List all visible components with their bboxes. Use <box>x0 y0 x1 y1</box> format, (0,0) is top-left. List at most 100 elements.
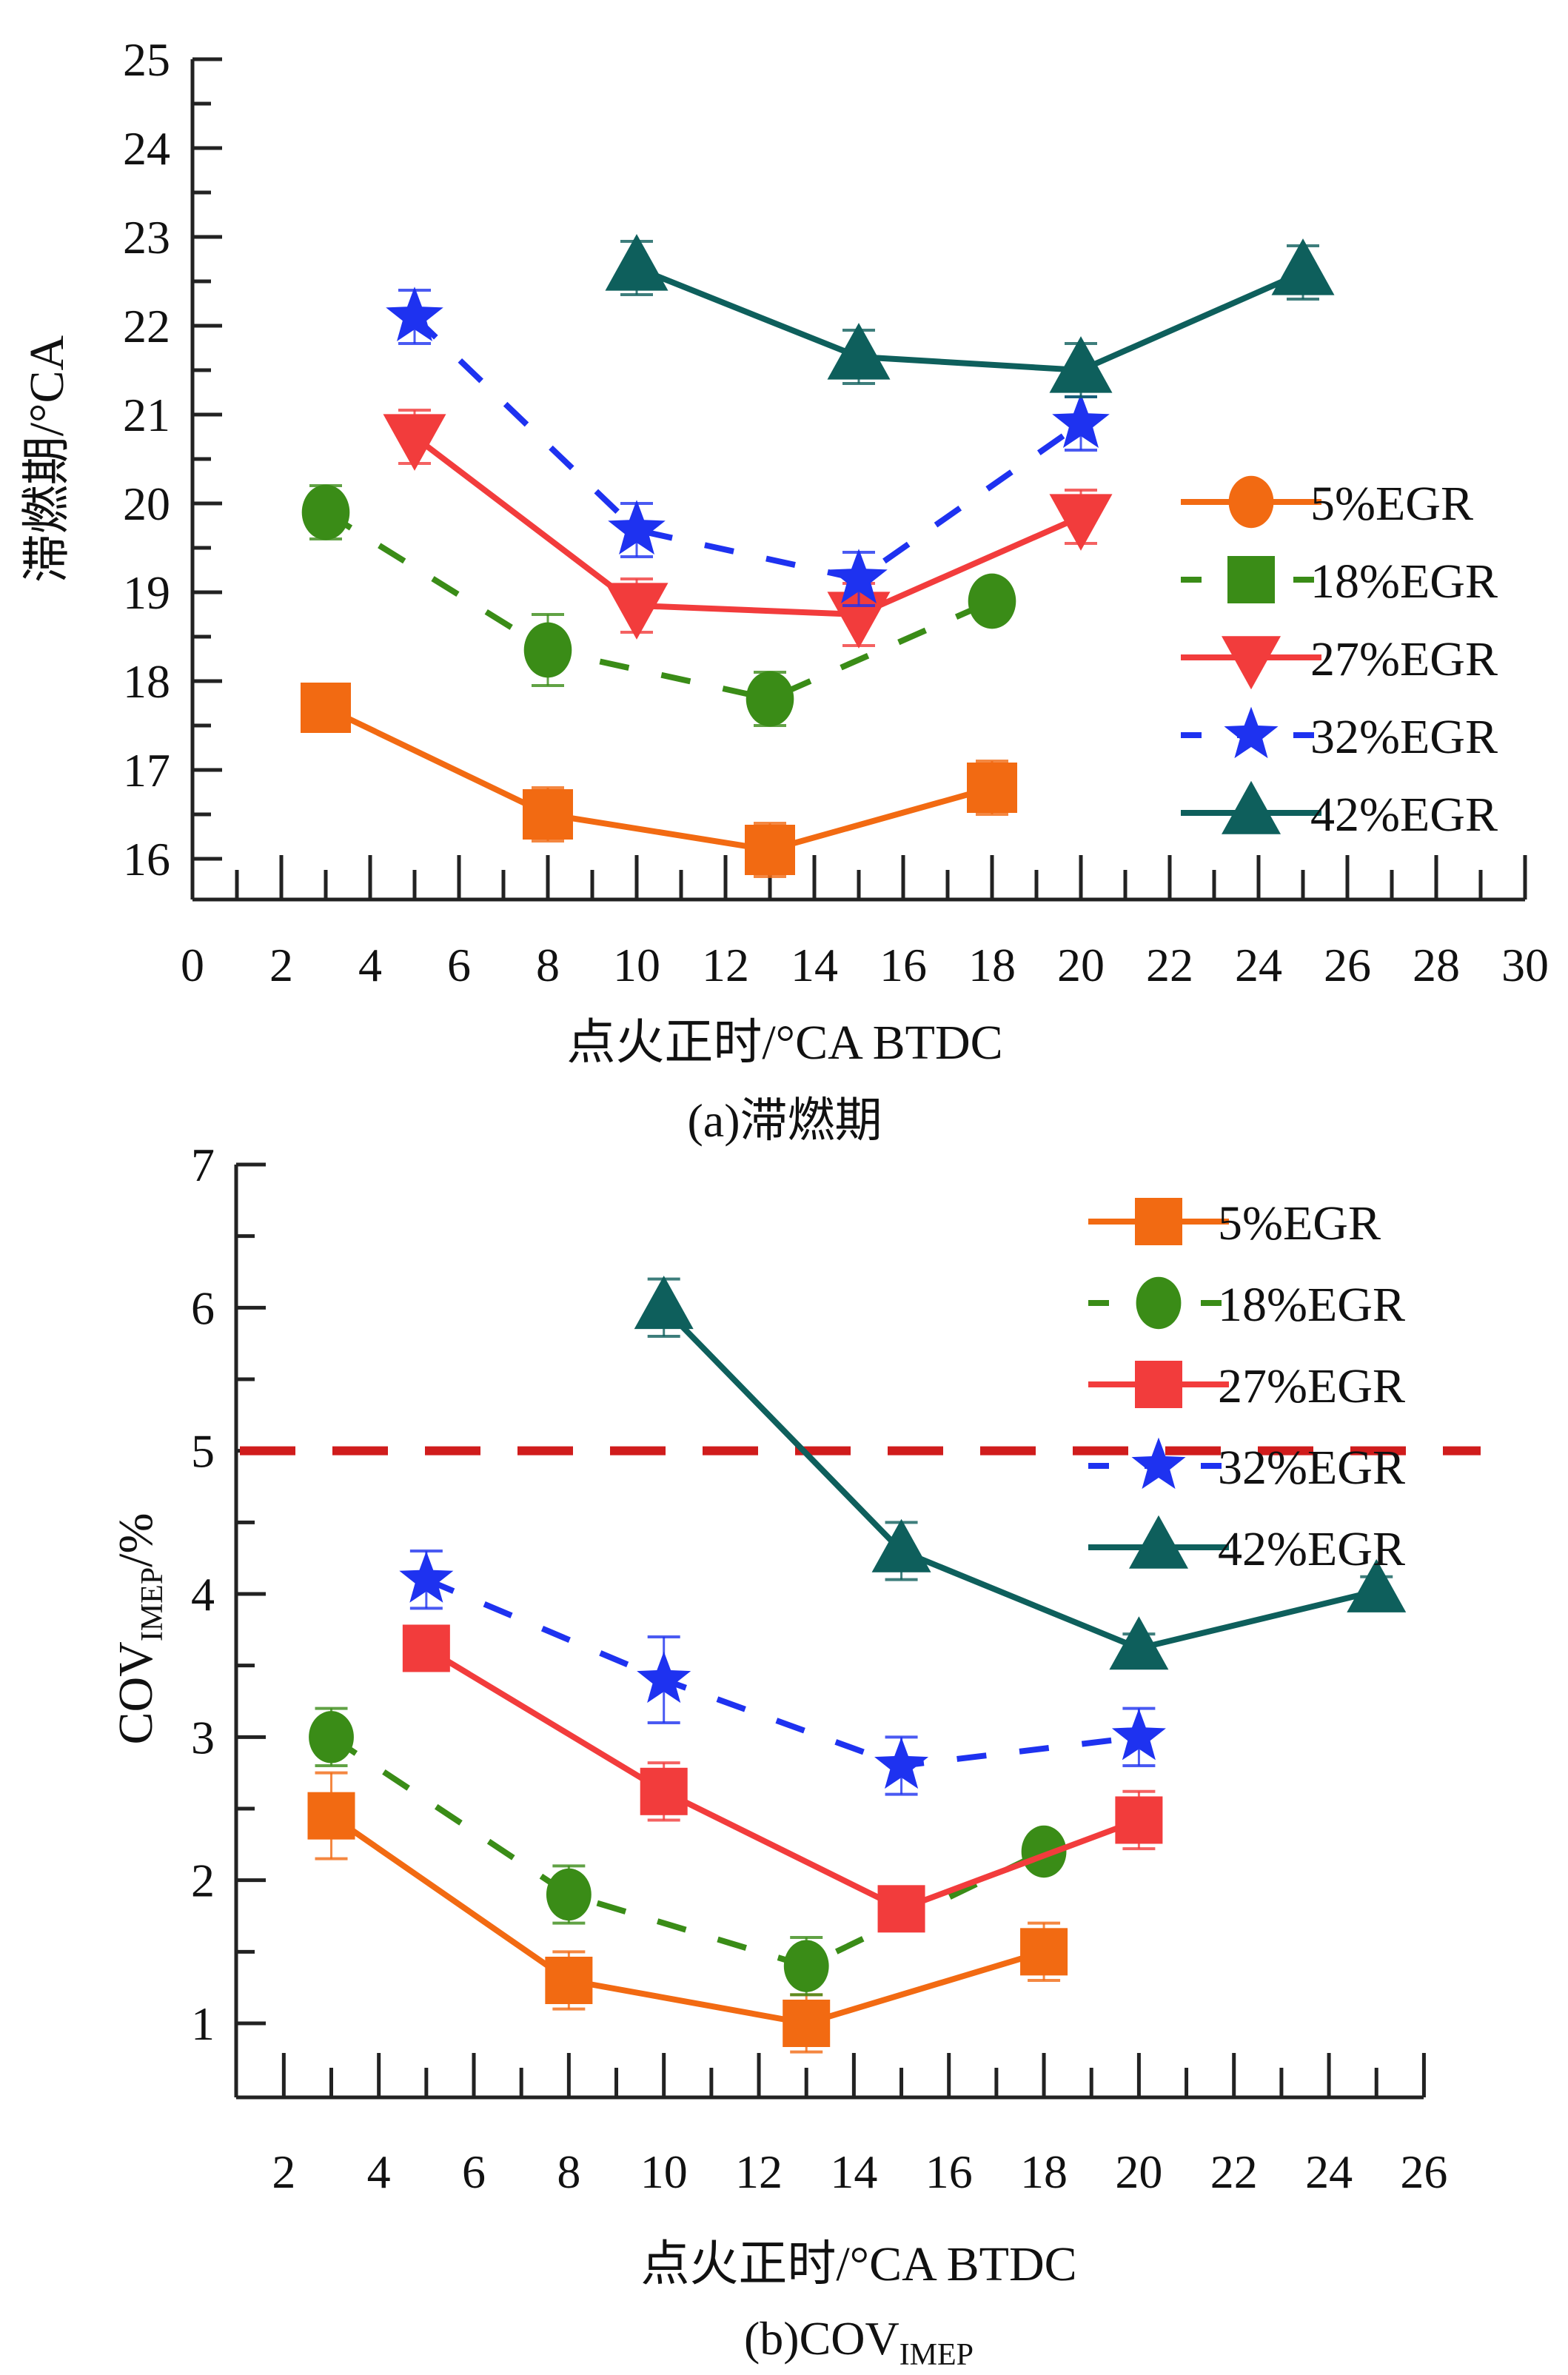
legend-label: 32%EGR <box>1218 1441 1405 1495</box>
x-tick-label: 14 <box>830 2145 877 2198</box>
x-axis-title: 点火正时/°CA BTDC <box>640 2237 1076 2291</box>
x-tick-label: 10 <box>613 939 660 991</box>
legend-item: 42%EGR <box>1181 780 1498 842</box>
marker-triangle-up <box>1109 1616 1169 1670</box>
y-tick-label: 7 <box>191 1139 215 1191</box>
marker-square <box>523 789 573 840</box>
legend-label: 32%EGR <box>1310 710 1498 764</box>
legend-item: 5%EGR <box>1181 475 1473 531</box>
marker-star <box>386 287 443 342</box>
marker-square <box>967 763 1017 813</box>
y-tick-label: 22 <box>123 300 170 352</box>
legend-label: 5%EGR <box>1310 477 1473 531</box>
x-tick-label: 8 <box>557 2145 580 2198</box>
legend-item: 18%EGR <box>1181 555 1498 609</box>
marker-triangle-up <box>1271 238 1335 295</box>
caption-sub: IMEP <box>899 2338 974 2372</box>
legend-item: 27%EGR <box>1181 632 1498 690</box>
legend-label: 27%EGR <box>1218 1359 1405 1413</box>
marker-triangle-down <box>1222 636 1281 690</box>
marker-triangle-up <box>871 1518 931 1572</box>
y-tick-label: 20 <box>123 478 170 530</box>
series-27pctegr <box>402 1624 1163 1933</box>
series-5pctegr <box>301 683 1017 878</box>
y-tick-label: 1 <box>191 1997 215 2050</box>
marker-square <box>1020 1928 1068 1976</box>
marker-circle <box>1021 1825 1067 1878</box>
y-axis-title: COVIMEP/% <box>109 1513 170 1744</box>
x-tick-label: 14 <box>791 939 838 991</box>
marker-star <box>830 549 888 604</box>
series-18pctegr <box>301 484 1016 727</box>
y-tick-label: 4 <box>191 1568 215 1621</box>
axes <box>190 57 1527 902</box>
y-tick-label: 5 <box>191 1425 215 1478</box>
legend-label: 42%EGR <box>1310 788 1498 842</box>
series-line <box>424 1646 1140 1912</box>
legend-label: 27%EGR <box>1310 632 1498 686</box>
marker-square <box>640 1767 688 1815</box>
marker-circle <box>746 671 794 727</box>
series-line <box>635 265 1304 374</box>
marker-circle <box>1228 475 1274 529</box>
legend-label: 18%EGR <box>1310 555 1498 609</box>
marker-square <box>1135 1361 1182 1408</box>
marker-circle <box>309 1711 354 1763</box>
marker-star <box>637 1651 691 1704</box>
series-18pctegr <box>309 1706 1067 1997</box>
marker-circle <box>783 1940 829 1992</box>
x-tick-label: 26 <box>1324 939 1371 991</box>
x-tick-label: 6 <box>462 2145 486 2198</box>
x-tick-label: 18 <box>1020 2145 1068 2198</box>
legend: 5%EGR 18%EGR 27%EGR 32%EGR 42%EGR <box>1181 475 1498 842</box>
marker-triangle-down <box>605 583 669 640</box>
legend-label: 42%EGR <box>1218 1522 1405 1576</box>
x-tick-label: 22 <box>1146 939 1193 991</box>
x-tick-label: 26 <box>1400 2145 1447 2198</box>
x-tick-label: 4 <box>358 939 382 991</box>
series-line <box>412 434 1082 618</box>
y-axis-title-sub: IMEP <box>135 1567 170 1641</box>
marker-square <box>1135 1198 1182 1245</box>
x-tick-label: 24 <box>1305 2145 1353 2198</box>
legend-item: 18%EGR <box>1088 1276 1405 1332</box>
y-tick-label: 3 <box>191 1711 215 1763</box>
legend: 5%EGR 18%EGR 27%EGR 32%EGR 42%EGR <box>1088 1196 1405 1576</box>
marker-square <box>402 1624 450 1672</box>
marker-triangle-up <box>1129 1515 1188 1569</box>
x-tick-label: 28 <box>1413 939 1460 991</box>
marker-star <box>608 500 666 555</box>
marker-triangle-up <box>634 1276 694 1330</box>
x-tick-label: 12 <box>735 2145 783 2198</box>
y-tick-label: 24 <box>123 122 170 175</box>
x-tick-label: 18 <box>968 939 1016 991</box>
x-tick-label: 0 <box>181 939 204 991</box>
marker-triangle-down <box>1049 494 1113 551</box>
marker-star <box>399 1551 454 1603</box>
series-group <box>307 1276 1407 2054</box>
marker-square <box>301 683 351 733</box>
series-group <box>301 234 1335 878</box>
x-tick-label: 20 <box>1115 2145 1162 2198</box>
series-line <box>412 315 1083 583</box>
y-tick-label: 18 <box>123 655 170 708</box>
x-tick-label: 6 <box>447 939 471 991</box>
series-5pctegr <box>307 1771 1068 2054</box>
x-tick-label: 8 <box>536 939 560 991</box>
legend-item: 32%EGR <box>1088 1437 1405 1495</box>
series-line <box>329 1813 1045 2027</box>
caption-main: (b)COV <box>744 2312 899 2365</box>
axes <box>234 1162 1426 2100</box>
legend-label: 5%EGR <box>1218 1196 1381 1250</box>
x-tick-label: 4 <box>367 2145 391 2198</box>
series-line <box>329 1734 1045 1969</box>
marker-star <box>1224 706 1279 759</box>
marker-square <box>1227 556 1275 603</box>
marker-star <box>1111 1708 1166 1761</box>
x-tick-label: 16 <box>925 2145 973 2198</box>
series-32pctegr <box>399 1550 1166 1796</box>
y-tick-label: 25 <box>123 33 170 86</box>
